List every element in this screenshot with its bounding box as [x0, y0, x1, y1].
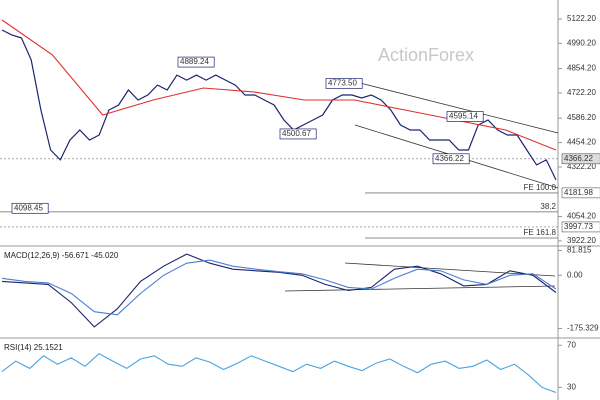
y-tick-label: 4990.20	[567, 39, 596, 48]
annotation-box	[279, 128, 317, 140]
annotation-box	[11, 202, 49, 214]
y-tick-label: 81.815	[567, 246, 592, 255]
price-level-box	[561, 221, 600, 233]
price-level-label: 4366.22	[564, 154, 593, 163]
annotation-label: 4595.14	[449, 112, 478, 121]
annotation-box	[325, 78, 363, 89]
y-tick-label: -175.329	[567, 324, 599, 333]
y-tick-label: 30	[567, 383, 576, 392]
trend-line	[344, 262, 556, 277]
annotation-label: 4366.22	[435, 154, 464, 163]
annotation-box	[446, 111, 484, 122]
y-tick-label: 70	[567, 340, 576, 349]
y-tick-label: 3922.20	[567, 236, 596, 245]
series-line	[1, 259, 557, 316]
annotation-box	[177, 56, 215, 68]
y-tick-label: 0.00	[567, 270, 583, 279]
price-level-box	[561, 153, 600, 165]
price-level-label: 4181.98	[564, 188, 593, 197]
y-tick-label: 4454.20	[567, 138, 596, 147]
y-tick-label: 4722.20	[567, 88, 596, 97]
fib-label: FE 161.8	[524, 228, 557, 237]
annotation-label: 4098.45	[14, 203, 43, 212]
y-tick-label: 4586.20	[567, 113, 596, 122]
watermark: ActionForex	[378, 45, 474, 65]
price-level-label: 3997.73	[564, 222, 593, 231]
price-level-box	[561, 187, 600, 199]
y-tick-label: 4054.20	[567, 212, 596, 221]
annotation-label: 4773.50	[328, 79, 357, 88]
trend-line	[284, 285, 556, 292]
fib-label: 38.2	[540, 202, 556, 211]
fib-label: FE 100.0	[524, 183, 557, 192]
series-line	[1, 353, 557, 394]
y-tick-label: 4854.20	[567, 64, 596, 73]
y-tick-label: 4322.20	[567, 162, 596, 171]
annotation-label: 4889.24	[180, 57, 209, 66]
y-tick-label: 5122.20	[567, 14, 596, 23]
series-line	[1, 29, 557, 181]
annotation-box	[432, 153, 470, 165]
annotation-label: 4500.67	[282, 129, 311, 138]
channel-line	[359, 82, 559, 134]
panel-title: RSI(14) 25.1521	[4, 343, 63, 352]
series-line	[1, 253, 557, 328]
panel-title: MACD(12,26,9) -56.671 -45.020	[4, 251, 119, 260]
